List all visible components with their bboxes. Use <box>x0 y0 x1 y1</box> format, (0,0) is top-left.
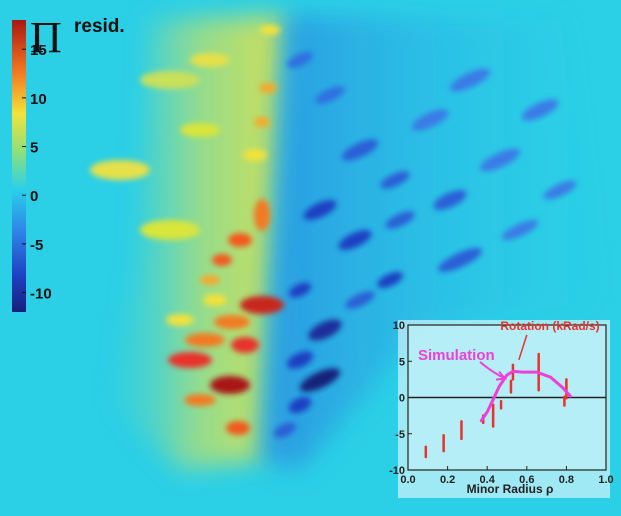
warm-lobe <box>190 53 230 67</box>
warm-lobe <box>226 421 250 435</box>
warm-lobe <box>254 199 270 231</box>
rotation-arrow <box>518 334 528 361</box>
cool-lobe <box>287 51 313 69</box>
cool-lobe <box>345 291 375 309</box>
cool-lobe <box>521 99 559 121</box>
warm-lobe <box>214 315 250 329</box>
warm-lobe <box>185 333 225 347</box>
y-tick-label: 5 <box>399 356 405 368</box>
cool-lobe <box>273 422 297 438</box>
cool-lobe <box>299 368 341 392</box>
cool-lobe <box>377 271 403 289</box>
warm-lobe <box>254 117 270 127</box>
simulation-curve <box>479 369 572 423</box>
warm-lobe <box>228 233 252 247</box>
annotation-rotation: Rotation (kRad/s) <box>500 319 599 333</box>
colorbar-tick-label: -5 <box>30 237 43 254</box>
inset-x-axis-label: Minor Radius ρ <box>467 482 554 496</box>
warm-lobe <box>200 275 220 285</box>
warm-lobe <box>212 254 232 266</box>
warm-lobe <box>259 83 277 93</box>
x-tick-label: 1.0 <box>598 474 613 486</box>
colorbar-ticks: 15 10 5 0 -5 -10 <box>22 42 52 303</box>
x-tick-label: 0.8 <box>559 474 574 486</box>
x-tick-label: 0.4 <box>480 474 496 486</box>
colorbar-title-superscript: resid. <box>74 16 125 37</box>
warm-lobe <box>203 294 227 306</box>
cool-lobe <box>341 139 379 161</box>
warm-lobe <box>140 220 200 240</box>
colorbar <box>12 20 26 312</box>
warm-wedge <box>110 15 285 470</box>
colorbar-title: Π <box>30 13 62 62</box>
cool-lobe <box>501 219 539 241</box>
heatmap-field <box>90 15 600 470</box>
cool-lobe <box>479 148 521 172</box>
colorbar-tick-label: 0 <box>30 188 38 205</box>
warm-lobe <box>231 337 259 353</box>
cool-lobe <box>543 180 577 200</box>
y-tick-label: 10 <box>393 320 405 332</box>
colorbar-tick-label: -10 <box>30 286 52 303</box>
warm-lobe <box>243 149 267 161</box>
y-tick-label: -10 <box>389 465 405 477</box>
warm-lobe <box>210 376 250 394</box>
cool-lobe <box>303 200 337 220</box>
cool-lobe <box>411 109 449 131</box>
warm-lobe <box>166 314 194 326</box>
cool-lobe <box>286 351 314 369</box>
y-tick-label: 0 <box>399 393 405 405</box>
warm-lobe <box>180 123 220 137</box>
cool-lobe <box>338 230 372 250</box>
cool-lobe <box>288 396 312 414</box>
warm-lobe <box>260 25 280 35</box>
warm-lobe <box>184 394 216 406</box>
warm-lobe <box>140 71 200 89</box>
colorbar-tick-label: 5 <box>30 140 38 157</box>
cool-lobe <box>308 319 342 341</box>
cool-wedge <box>262 15 600 470</box>
y-tick-label: -5 <box>395 429 405 441</box>
cool-lobe <box>380 171 410 189</box>
simulation-arrowhead <box>495 370 508 381</box>
inset-content: 0.0 0.2 0.4 0.6 0.8 1.0 10 5 0 -5 -10 <box>389 320 614 486</box>
warm-lobe <box>90 160 150 180</box>
colorbar-tick-label: 10 <box>30 91 47 108</box>
warm-lobe <box>240 296 284 314</box>
cool-lobe <box>385 211 415 229</box>
colorbar-tick-label: 15 <box>30 42 47 59</box>
cool-lobe <box>438 248 482 272</box>
cool-lobe <box>288 282 312 298</box>
warm-lobe <box>168 352 212 368</box>
inset-chart: 0.0 0.2 0.4 0.6 0.8 1.0 10 5 0 -5 -10 Rotation (kR… <box>389 319 614 498</box>
x-tick-label: 0.6 <box>519 474 534 486</box>
x-tick-label: 0.0 <box>400 474 415 486</box>
cool-lobe <box>449 68 491 92</box>
cool-lobe <box>315 86 345 104</box>
x-tick-label: 0.2 <box>440 474 455 486</box>
cool-lobe <box>433 190 467 210</box>
annotation-simulation: Simulation <box>418 347 495 364</box>
